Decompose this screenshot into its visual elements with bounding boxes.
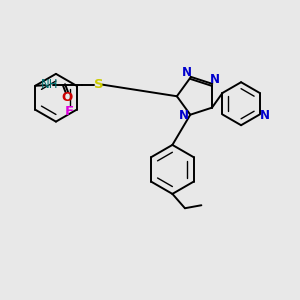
Text: O: O xyxy=(61,91,73,104)
Text: S: S xyxy=(94,78,104,91)
Text: NH: NH xyxy=(41,77,58,91)
Text: F: F xyxy=(64,105,74,118)
Text: N: N xyxy=(260,110,270,122)
Text: N: N xyxy=(210,73,220,86)
Text: N: N xyxy=(182,66,192,79)
Text: N: N xyxy=(179,109,189,122)
